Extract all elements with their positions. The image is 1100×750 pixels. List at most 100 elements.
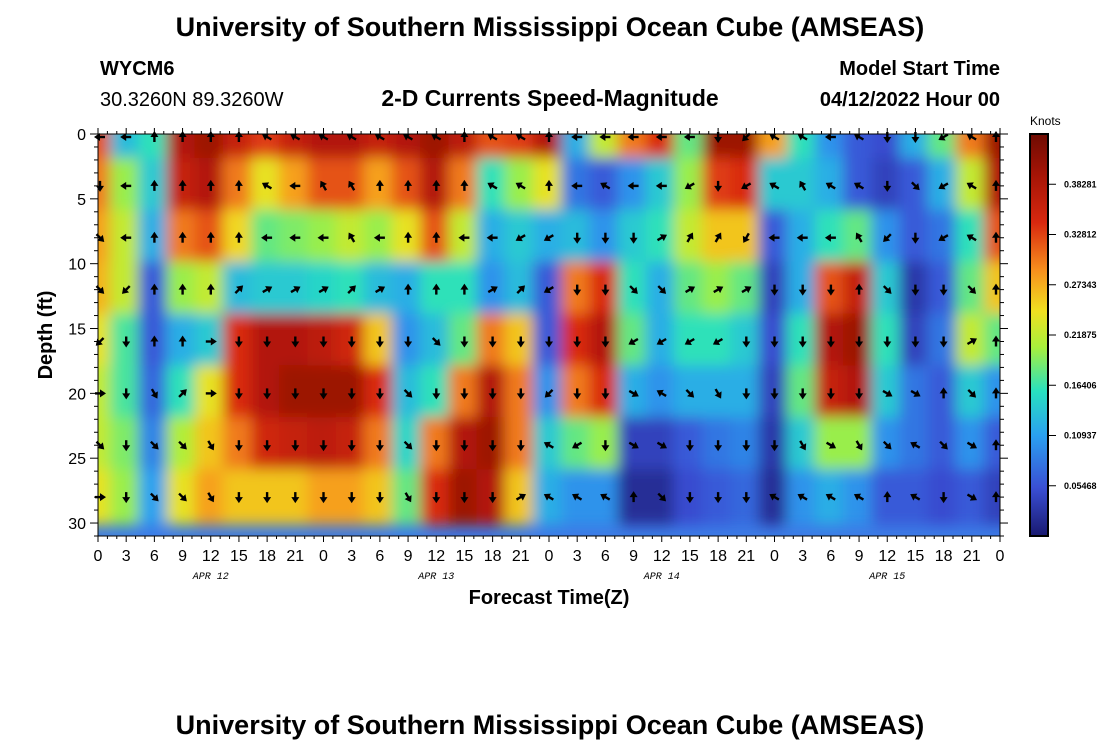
x-tick-label: 3 <box>347 548 356 565</box>
current-arrow <box>770 388 779 400</box>
date-label: APR 15 <box>868 572 905 583</box>
current-arrow <box>460 336 469 348</box>
current-arrow <box>234 492 243 504</box>
current-arrow <box>797 493 808 501</box>
current-arrow <box>825 182 836 190</box>
current-arrow <box>797 133 808 141</box>
current-arrow <box>911 181 920 191</box>
y-tick-label: 15 <box>68 322 86 339</box>
current-arrow <box>992 179 1000 191</box>
current-arrow <box>319 492 328 504</box>
x-tick-label: 6 <box>150 548 159 565</box>
current-arrow <box>799 440 807 451</box>
current-arrow <box>628 389 639 397</box>
x-tick-label: 12 <box>202 548 220 565</box>
heatmap-cell <box>98 313 115 370</box>
current-arrow <box>939 336 948 348</box>
current-arrow <box>516 285 526 294</box>
station-coords: 30.3260N 89.3260W <box>100 89 284 111</box>
current-arrow <box>853 133 865 141</box>
current-arrow <box>122 388 131 400</box>
current-arrow <box>629 491 638 503</box>
current-arrow <box>347 285 356 294</box>
current-arrow <box>741 286 752 294</box>
current-arrow <box>769 493 780 501</box>
current-arrow <box>628 337 639 345</box>
current-arrow <box>911 232 920 244</box>
current-arrow <box>290 133 301 141</box>
current-arrow <box>178 179 187 191</box>
current-arrow <box>207 492 215 503</box>
colorbar-tick-label: 0.10937 <box>1064 431 1097 441</box>
current-arrow <box>150 492 159 502</box>
current-arrow <box>404 492 412 503</box>
current-arrow <box>882 285 892 294</box>
current-arrow <box>178 283 187 295</box>
current-arrow <box>460 440 469 452</box>
current-arrow <box>855 283 864 295</box>
current-arrow <box>713 286 724 294</box>
current-arrow <box>627 133 639 141</box>
heatmap-cell <box>758 134 791 162</box>
heatmap-cell <box>98 417 115 474</box>
current-arrow <box>205 337 217 346</box>
current-arrow <box>656 389 667 397</box>
current-arrow <box>432 440 441 452</box>
current-arrow <box>375 388 384 400</box>
heatmap-cell <box>983 469 1000 526</box>
x-tick-label: 0 <box>319 548 328 565</box>
current-arrow <box>938 182 949 190</box>
y-tick-label: 20 <box>68 386 86 403</box>
current-arrow <box>768 233 780 242</box>
current-arrow <box>992 231 1000 243</box>
current-arrow <box>95 285 105 294</box>
current-arrow <box>882 440 892 450</box>
current-arrow <box>543 234 554 242</box>
current-arrow <box>404 336 413 348</box>
current-arrow <box>234 440 243 452</box>
current-arrow <box>656 337 667 345</box>
y-axis-label: Depth (ft) <box>35 291 57 380</box>
heatmap-cell <box>335 134 368 162</box>
current-arrow <box>95 233 105 242</box>
current-arrow <box>205 389 217 398</box>
current-arrow <box>460 179 469 191</box>
current-arrow <box>375 179 384 191</box>
current-arrow <box>966 338 977 346</box>
main-title: University of Southern Mississippi Ocean… <box>176 12 925 42</box>
heatmap-cell <box>673 134 707 162</box>
current-arrow <box>911 284 920 296</box>
current-arrow <box>95 440 105 450</box>
heatmap-cell <box>983 157 1000 214</box>
current-arrow <box>825 493 836 501</box>
current-arrow <box>432 179 441 191</box>
current-arrow <box>120 181 132 190</box>
current-arrow <box>291 388 300 400</box>
current-arrow <box>938 234 949 242</box>
heatmap-cell <box>983 365 1000 422</box>
current-arrow <box>657 285 667 294</box>
y-tick-label: 0 <box>77 127 86 144</box>
current-arrow <box>883 233 892 242</box>
current-arrow <box>572 441 583 449</box>
current-arrow <box>853 182 865 190</box>
current-arrow <box>404 283 413 295</box>
current-arrow <box>234 388 243 400</box>
current-arrow <box>120 133 132 141</box>
current-arrow <box>992 335 1000 347</box>
current-arrow <box>373 233 385 242</box>
current-arrow <box>742 336 751 348</box>
current-arrow <box>769 133 780 141</box>
x-tick-label: 6 <box>601 548 610 565</box>
current-arrow <box>939 387 948 399</box>
x-tick-label: 9 <box>629 548 638 565</box>
current-arrow <box>657 492 667 502</box>
current-arrow <box>826 336 835 348</box>
current-arrow <box>234 231 243 243</box>
current-arrow <box>375 492 384 504</box>
current-arrow <box>488 440 497 452</box>
current-arrow <box>882 389 893 397</box>
heatmap-layer <box>98 134 1000 526</box>
current-arrow <box>150 283 159 295</box>
